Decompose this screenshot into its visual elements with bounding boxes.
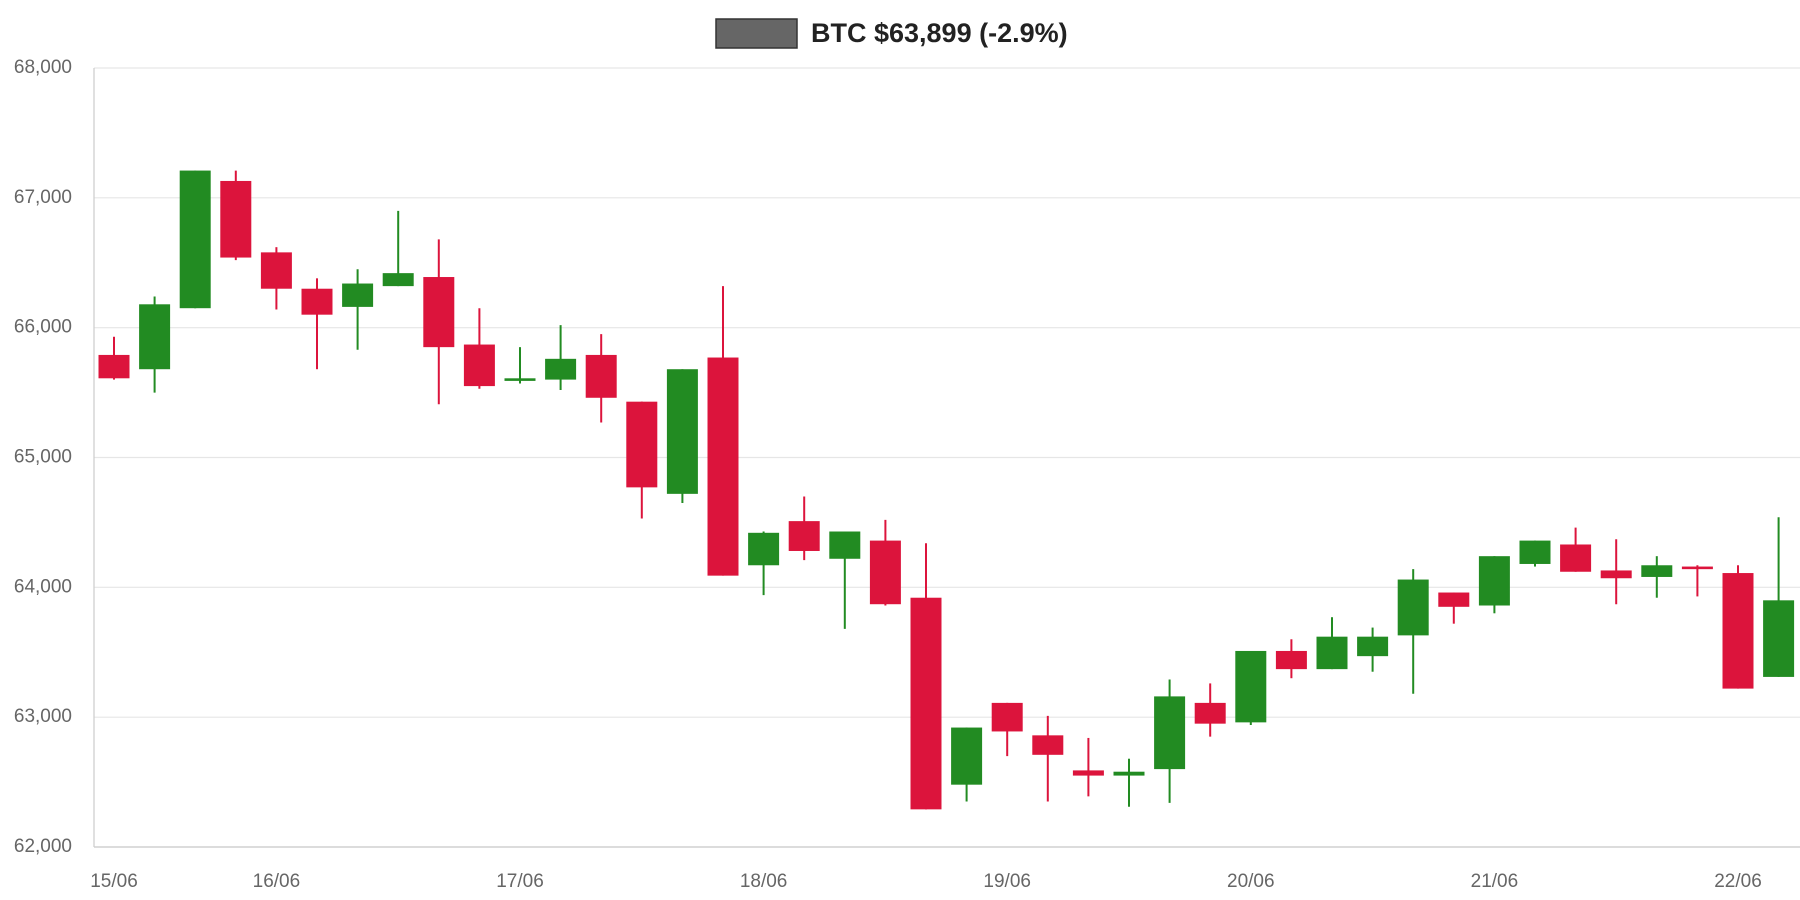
candle-body: [301, 288, 333, 315]
candle-body: [342, 283, 374, 307]
y-tick-label: 65,000: [14, 447, 72, 468]
y-tick-label: 67,000: [14, 187, 72, 208]
y-tick-label: 68,000: [14, 57, 72, 78]
x-tick-label: 22/06: [1714, 871, 1762, 892]
candle-body: [1113, 771, 1145, 776]
candle-body: [1194, 702, 1226, 724]
candle-body: [869, 540, 901, 605]
candle-body: [1641, 565, 1673, 577]
candle-body: [382, 273, 414, 287]
y-tick-label: 63,000: [14, 706, 72, 727]
candle-body: [1154, 696, 1186, 770]
candle-body: [1235, 650, 1267, 723]
candle-body: [1072, 770, 1104, 776]
candle-body: [585, 354, 617, 398]
candle-body: [707, 357, 739, 576]
candle-body: [1478, 556, 1510, 606]
y-tick-label: 62,000: [14, 836, 72, 857]
x-tick-label: 17/06: [496, 871, 544, 892]
candle-body: [626, 401, 658, 488]
candle-body: [260, 252, 292, 289]
candle-body: [1560, 544, 1592, 572]
candle-body: [1519, 540, 1551, 564]
x-tick-label: 21/06: [1471, 871, 1519, 892]
x-tick-label: 18/06: [740, 871, 788, 892]
candle-body: [463, 344, 495, 387]
candle-body: [1397, 579, 1429, 636]
candle-body: [504, 378, 536, 381]
x-tick-label: 20/06: [1227, 871, 1275, 892]
candle-body: [748, 532, 780, 566]
candle-body: [1357, 636, 1389, 657]
candle-body: [1681, 566, 1713, 570]
candle-body: [545, 358, 577, 380]
candle-body: [788, 521, 820, 551]
x-tick-label: 15/06: [90, 871, 138, 892]
y-tick-label: 64,000: [14, 576, 72, 597]
x-tick-label: 19/06: [983, 871, 1031, 892]
y-tick-label: 66,000: [14, 317, 72, 338]
candle-body: [139, 304, 171, 370]
legend-label: BTC $63,899 (-2.9%): [811, 18, 1068, 48]
x-tick-label: 16/06: [253, 871, 301, 892]
candle-body: [1316, 636, 1348, 670]
candle-body: [829, 531, 861, 559]
candle-body: [991, 702, 1023, 732]
candle-body: [1032, 735, 1064, 755]
candle-body: [666, 369, 698, 494]
candle-body: [1275, 650, 1307, 670]
legend-swatch: [715, 18, 798, 49]
candle-body: [1722, 573, 1754, 689]
candle-body: [1763, 600, 1795, 677]
candle-body: [98, 354, 130, 379]
candle-body: [1438, 592, 1470, 607]
candle-body: [951, 727, 983, 785]
candle-body: [423, 277, 455, 348]
candle-body: [910, 597, 942, 810]
candle-body: [220, 180, 252, 258]
candle-body: [1600, 570, 1632, 579]
candle-body: [179, 170, 211, 309]
